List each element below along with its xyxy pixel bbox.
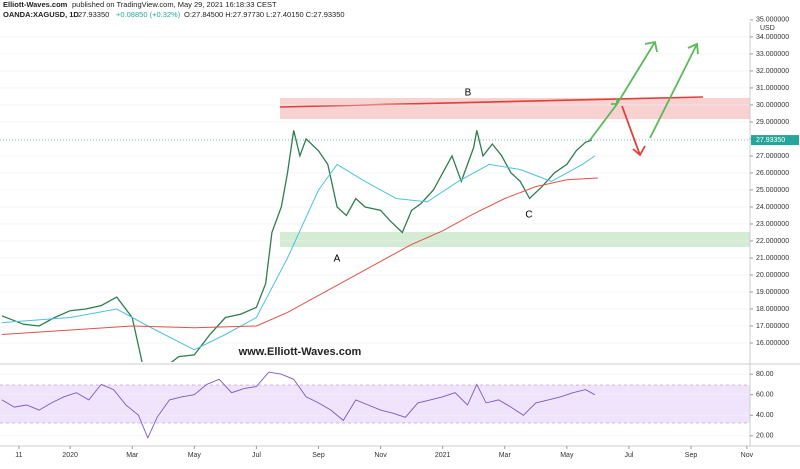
y-tick-label: 27.000000 xyxy=(756,153,789,160)
x-tick-label: Mar xyxy=(499,452,512,459)
x-tick-label: Nov xyxy=(374,452,387,459)
y-tick-label: 40.00 xyxy=(756,412,774,419)
y-tick-label: 60.00 xyxy=(756,392,774,399)
change: +0.08850 (+0.32%) xyxy=(116,10,181,19)
watermark: www.Elliott-Waves.com xyxy=(238,346,362,358)
x-tick-label: 11 xyxy=(15,452,22,459)
y-tick-label: 21.000000 xyxy=(756,255,789,262)
series-line xyxy=(1,130,592,362)
rsi-band xyxy=(0,385,750,423)
y-tick-label: 20.000000 xyxy=(756,272,789,279)
y-tick-label: 29.000000 xyxy=(756,119,789,126)
y-tick-label: 30.000000 xyxy=(756,102,789,109)
x-tick-label: May xyxy=(560,452,574,459)
y-tick-label: 80.00 xyxy=(756,371,774,378)
y-tick-label: 32.000000 xyxy=(756,68,789,75)
wave-label: A xyxy=(334,254,341,265)
x-tick-label: Sep xyxy=(312,452,325,459)
arrow xyxy=(621,105,646,157)
resistance-line xyxy=(279,96,704,108)
y-tick-label: 22.000000 xyxy=(756,238,789,245)
x-tick-label: May xyxy=(188,452,202,459)
x-tick-label: Mar xyxy=(126,452,139,459)
resistance-zone xyxy=(280,98,750,119)
symbol: OANDA:XAGUSD, 1D xyxy=(3,10,79,19)
author: Elliott-Waves.com xyxy=(3,0,68,9)
x-tick-label: Jul xyxy=(252,452,261,459)
last-price-label: 27.93350 xyxy=(756,137,785,144)
y-tick-label: 33.000000 xyxy=(756,51,789,58)
y-tick-label: 20.00 xyxy=(756,433,774,440)
y-tick-label: 17.000000 xyxy=(756,323,789,330)
rsi-pane xyxy=(0,371,750,440)
x-tick-label: Nov xyxy=(741,452,754,459)
price-pane xyxy=(0,36,750,362)
series-line xyxy=(1,177,598,335)
quote: 27.93350 xyxy=(78,10,109,19)
y-tick-label: 23.000000 xyxy=(756,221,789,228)
y-tick-label: 31.000000 xyxy=(756,85,789,92)
y-tick-label: 19.000000 xyxy=(756,289,789,296)
x-tick-label: 2021 xyxy=(435,452,451,459)
x-tick-label: Sep xyxy=(685,452,698,459)
arrow xyxy=(616,40,658,105)
published: published on TradingView.com, May 29, 20… xyxy=(72,0,277,9)
y-tick-label: 18.000000 xyxy=(756,306,789,313)
arrow xyxy=(649,42,699,139)
y-tick-label: 16.000000 xyxy=(756,340,789,347)
y-tick-label: 26.000000 xyxy=(756,170,789,177)
x-tick-label: 2020 xyxy=(62,452,78,459)
series-line xyxy=(1,371,596,440)
wave-label: C xyxy=(525,210,532,221)
y-tick-label: 24.000000 xyxy=(756,204,789,211)
forecast-arrows xyxy=(589,40,699,157)
currency: USD xyxy=(760,25,775,32)
y-tick-label: 34.000000 xyxy=(756,34,789,41)
support-zone xyxy=(280,232,750,247)
y-tick-label: 25.000000 xyxy=(756,187,789,194)
wave-label: B xyxy=(465,88,472,99)
x-tick-label: Jul xyxy=(624,452,633,459)
last-price-box xyxy=(751,135,799,146)
y-tick-label: 35.000000 xyxy=(756,17,789,24)
ohlc: O:27.84500 H:27.97730 L:27.40150 C:27.93… xyxy=(184,10,345,19)
